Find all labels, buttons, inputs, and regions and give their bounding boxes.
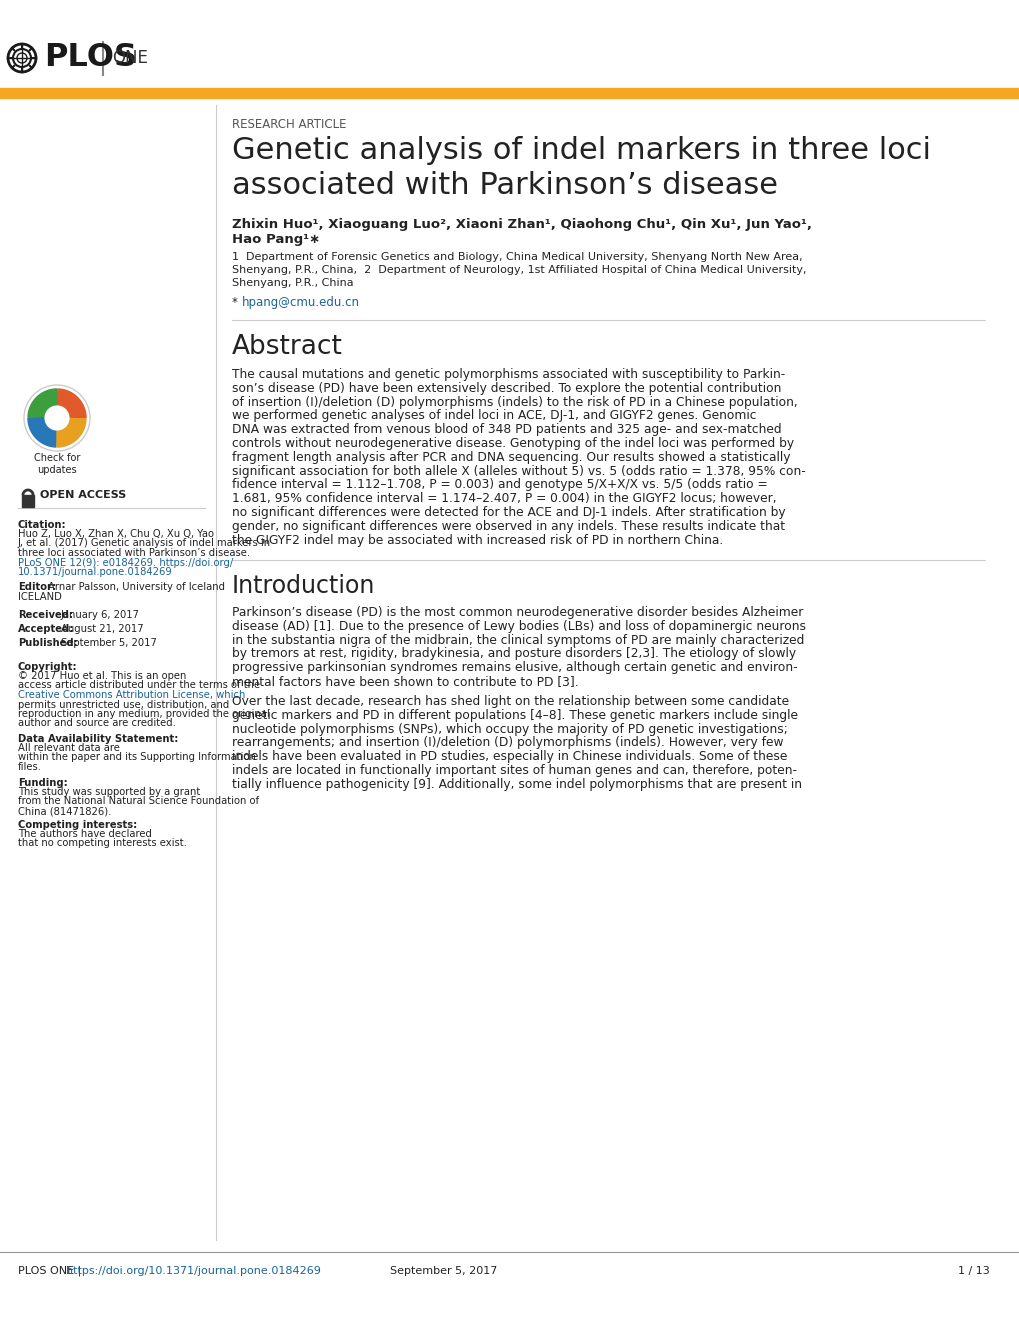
Text: ICELAND: ICELAND — [18, 591, 62, 602]
Text: the GIGYF2 indel may be associated with increased risk of PD in northern China.: the GIGYF2 indel may be associated with … — [231, 533, 722, 546]
Text: Competing interests:: Competing interests: — [18, 820, 138, 830]
Text: no significant differences were detected for the ACE and DJ-1 indels. After stra: no significant differences were detected… — [231, 506, 785, 519]
Text: mental factors have been shown to contribute to PD [3].: mental factors have been shown to contri… — [231, 675, 578, 688]
Text: genetic markers and PD in different populations [4–8]. These genetic markers inc: genetic markers and PD in different popu… — [231, 709, 797, 722]
Text: January 6, 2017: January 6, 2017 — [61, 610, 140, 620]
Text: gender, no significant differences were observed in any indels. These results in: gender, no significant differences were … — [231, 520, 785, 533]
Text: © 2017 Huo et al. This is an open: © 2017 Huo et al. This is an open — [18, 671, 186, 681]
Text: September 5, 2017: September 5, 2017 — [61, 638, 157, 648]
Text: nucleotide polymorphisms (SNPs), which occupy the majority of PD genetic investi: nucleotide polymorphisms (SNPs), which o… — [231, 722, 787, 735]
Text: OPEN ACCESS: OPEN ACCESS — [40, 490, 126, 500]
Text: from the National Natural Science Foundation of: from the National Natural Science Founda… — [18, 796, 259, 807]
Text: All relevant data are: All relevant data are — [18, 743, 120, 752]
Text: son’s disease (PD) have been extensively described. To explore the potential con: son’s disease (PD) have been extensively… — [231, 381, 781, 395]
Text: Hao Pang¹∗: Hao Pang¹∗ — [231, 234, 320, 246]
Text: hpang@cmu.edu.cn: hpang@cmu.edu.cn — [242, 296, 360, 309]
Text: three loci associated with Parkinson’s disease.: three loci associated with Parkinson’s d… — [18, 548, 250, 558]
Text: within the paper and its Supporting Information: within the paper and its Supporting Info… — [18, 752, 256, 763]
Text: reproduction in any medium, provided the original: reproduction in any medium, provided the… — [18, 709, 269, 719]
Text: that no competing interests exist.: that no competing interests exist. — [18, 838, 186, 849]
Text: RESEARCH ARTICLE: RESEARCH ARTICLE — [231, 117, 346, 131]
Text: tially influence pathogenicity [9]. Additionally, some indel polymorphisms that : tially influence pathogenicity [9]. Addi… — [231, 777, 801, 791]
Text: 1.681, 95% confidence interval = 1.174–2.407, P = 0.004) in the GIGYF2 locus; ho: 1.681, 95% confidence interval = 1.174–2… — [231, 492, 775, 506]
Text: progressive parkinsonian syndromes remains elusive, although certain genetic and: progressive parkinsonian syndromes remai… — [231, 661, 797, 675]
Circle shape — [45, 407, 69, 430]
Text: Editor:: Editor: — [18, 582, 56, 591]
Text: Parkinson’s disease (PD) is the most common neurodegenerative disorder besides A: Parkinson’s disease (PD) is the most com… — [231, 606, 803, 619]
Text: Copyright:: Copyright: — [18, 663, 77, 672]
Text: Data Availability Statement:: Data Availability Statement: — [18, 734, 178, 744]
FancyBboxPatch shape — [22, 495, 34, 507]
Text: J, et al. (2017) Genetic analysis of indel markers in: J, et al. (2017) Genetic analysis of ind… — [18, 539, 271, 549]
Text: *: * — [231, 296, 242, 309]
Text: indels are located in functionally important sites of human genes and can, there: indels are located in functionally impor… — [231, 764, 796, 777]
Text: significant association for both allele X (alleles without 5) vs. 5 (odds ratio : significant association for both allele … — [231, 465, 805, 478]
Text: files.: files. — [18, 762, 42, 772]
Text: Zhixin Huo¹, Xiaoguang Luo², Xiaoni Zhan¹, Qiaohong Chu¹, Qin Xu¹, Jun Yao¹,: Zhixin Huo¹, Xiaoguang Luo², Xiaoni Zhan… — [231, 218, 811, 231]
Text: Citation:: Citation: — [18, 520, 66, 531]
Polygon shape — [28, 418, 56, 447]
Text: https://doi.org/10.1371/journal.pone.0184269: https://doi.org/10.1371/journal.pone.018… — [66, 1266, 321, 1276]
Polygon shape — [57, 389, 86, 418]
Text: PLOS ONE |: PLOS ONE | — [18, 1266, 85, 1276]
Bar — [0, 88, 1019, 98]
Text: 1  Department of Forensic Genetics and Biology, China Medical University, Shenya: 1 Department of Forensic Genetics and Bi… — [231, 252, 802, 261]
Text: rearrangements; and insertion (I)/deletion (D) polymorphisms (indels). However, : rearrangements; and insertion (I)/deleti… — [231, 737, 783, 750]
Text: September 5, 2017: September 5, 2017 — [376, 1266, 497, 1276]
Text: Accepted:: Accepted: — [18, 624, 74, 634]
Polygon shape — [57, 418, 86, 447]
Text: 10.1371/journal.pone.0184269: 10.1371/journal.pone.0184269 — [18, 568, 172, 577]
Text: we performed genetic analyses of indel loci in ACE, DJ-1, and GIGYF2 genes. Geno: we performed genetic analyses of indel l… — [231, 409, 756, 422]
Text: access article distributed under the terms of the: access article distributed under the ter… — [18, 681, 260, 690]
Text: Shenyang, P.R., China,  2  Department of Neurology, 1st Affiliated Hospital of C: Shenyang, P.R., China, 2 Department of N… — [231, 265, 806, 275]
Text: The causal mutations and genetic polymorphisms associated with susceptibility to: The causal mutations and genetic polymor… — [231, 368, 785, 381]
Text: Genetic analysis of indel markers in three loci
associated with Parkinson’s dise: Genetic analysis of indel markers in thr… — [231, 136, 930, 199]
Text: author and source are credited.: author and source are credited. — [18, 718, 175, 729]
Text: ONE: ONE — [112, 49, 148, 67]
Text: Creative Commons Attribution License, which: Creative Commons Attribution License, wh… — [18, 690, 246, 700]
Text: PLoS ONE 12(9): e0184269. https://doi.org/: PLoS ONE 12(9): e0184269. https://doi.or… — [18, 557, 233, 568]
Text: Funding:: Funding: — [18, 777, 67, 788]
Text: Arnar Palsson, University of Iceland: Arnar Palsson, University of Iceland — [48, 582, 225, 591]
Text: Received:: Received: — [18, 610, 73, 620]
Text: by tremors at rest, rigidity, bradykinesia, and posture disorders [2,3]. The eti: by tremors at rest, rigidity, bradykines… — [231, 647, 796, 660]
Text: in the substantia nigra of the midbrain, the clinical symptoms of PD are mainly : in the substantia nigra of the midbrain,… — [231, 634, 804, 647]
Text: China (81471826).: China (81471826). — [18, 807, 111, 816]
Text: Shenyang, P.R., China: Shenyang, P.R., China — [231, 279, 354, 288]
Text: controls without neurodegenerative disease. Genotyping of the indel loci was per: controls without neurodegenerative disea… — [231, 437, 794, 450]
Text: fragment length analysis after PCR and DNA sequencing. Our results showed a stat: fragment length analysis after PCR and D… — [231, 451, 790, 463]
Text: The authors have declared: The authors have declared — [18, 829, 152, 840]
Polygon shape — [28, 389, 57, 417]
Text: Abstract: Abstract — [231, 334, 342, 360]
Text: Huo Z, Luo X, Zhan X, Chu Q, Xu Q, Yao: Huo Z, Luo X, Zhan X, Chu Q, Xu Q, Yao — [18, 529, 214, 539]
Text: permits unrestricted use, distribution, and: permits unrestricted use, distribution, … — [18, 700, 229, 710]
Text: DNA was extracted from venous blood of 348 PD patients and 325 age- and sex-matc: DNA was extracted from venous blood of 3… — [231, 424, 781, 436]
Text: disease (AD) [1]. Due to the presence of Lewy bodies (LBs) and loss of dopaminer: disease (AD) [1]. Due to the presence of… — [231, 620, 805, 632]
Text: of insertion (I)/deletion (D) polymorphisms (indels) to the risk of PD in a Chin: of insertion (I)/deletion (D) polymorphi… — [231, 396, 797, 409]
Text: Introduction: Introduction — [231, 574, 375, 598]
Text: indels have been evaluated in PD studies, especially in Chinese individuals. Som: indels have been evaluated in PD studies… — [231, 750, 787, 763]
Text: Published:: Published: — [18, 638, 77, 648]
Text: August 21, 2017: August 21, 2017 — [61, 624, 144, 634]
Text: Over the last decade, research has shed light on the relationship between some c: Over the last decade, research has shed … — [231, 696, 789, 708]
Text: This study was supported by a grant: This study was supported by a grant — [18, 787, 200, 797]
Circle shape — [24, 385, 90, 451]
Text: fidence interval = 1.112–1.708, P = 0.003) and genotype 5/X+X/X vs. 5/5 (odds ra: fidence interval = 1.112–1.708, P = 0.00… — [231, 478, 767, 491]
Text: Check for
updates: Check for updates — [34, 453, 81, 475]
Text: PLOS: PLOS — [44, 42, 137, 74]
Text: 1 / 13: 1 / 13 — [957, 1266, 989, 1276]
